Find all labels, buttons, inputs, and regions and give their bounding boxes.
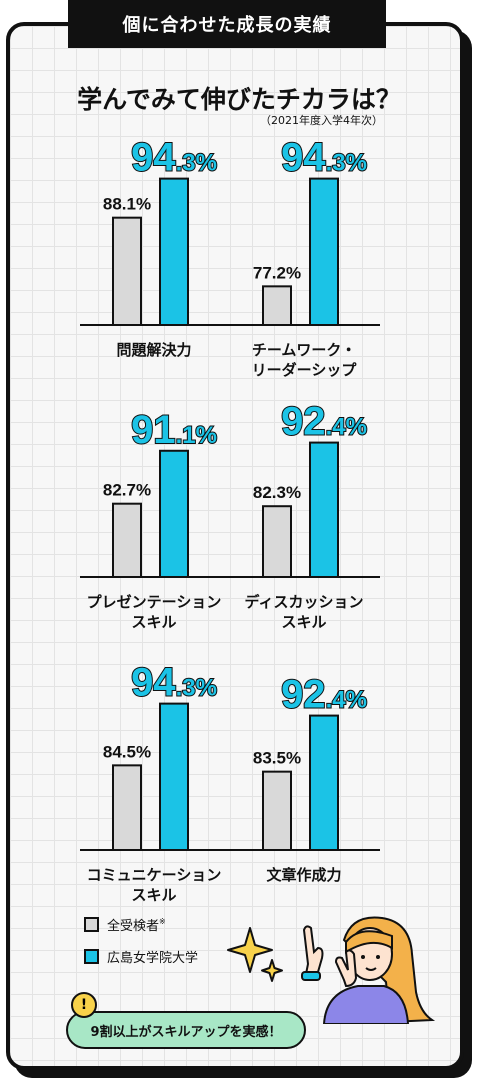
- category-label-1: チームワーク・: [252, 341, 356, 359]
- data-label-hju-2: 91.1%: [131, 408, 217, 452]
- student-illustration-icon: [301, 916, 436, 1024]
- data-label-hju-dec: .3%: [326, 150, 367, 177]
- legend-swatch-hju: [84, 949, 99, 964]
- data-label-hju-dec: .1%: [176, 422, 217, 449]
- data-label-hju-int: 92: [281, 400, 326, 444]
- chart-title: 学んでみて伸びたチカラは？: [77, 85, 401, 114]
- data-label-hju-1: 94.3%: [281, 136, 367, 180]
- bar-hju-3: [309, 441, 339, 578]
- data-label-hju-5: 92.4%: [281, 673, 367, 717]
- category-label-2: プレゼンテーション: [87, 593, 222, 611]
- data-label-hju-int: 91: [131, 408, 176, 452]
- bar-all-0: [112, 216, 142, 326]
- data-label-hju-3: 92.4%: [281, 400, 367, 444]
- bar-all-1: [262, 285, 292, 326]
- bar-all-3: [262, 505, 292, 578]
- category-label-3: ディスカッション: [245, 593, 364, 611]
- category-label-3: スキル: [281, 613, 326, 631]
- data-label-hju-0: 94.3%: [131, 136, 217, 180]
- legend-swatch-all: [84, 917, 99, 932]
- data-label-all-5: 83.5%: [253, 749, 301, 768]
- legend-label-hju: 広島女学院大学: [107, 951, 199, 966]
- chart-subtitle: （2021年度入学4年次）: [260, 114, 383, 127]
- chart-card: [6, 22, 464, 1070]
- data-label-hju-int: 94: [281, 136, 326, 180]
- legend-label-all: 全受検者: [107, 919, 160, 934]
- bar-all-4: [112, 764, 142, 851]
- data-label-all-0: 88.1%: [103, 195, 151, 214]
- data-label-all-3: 82.3%: [253, 483, 301, 502]
- data-label-hju-int: 92: [281, 673, 326, 717]
- exclamation-icon: !: [71, 992, 97, 1018]
- legend-note-mark: ※: [159, 917, 166, 926]
- bar-all-2: [112, 502, 142, 578]
- bar-hju-4: [159, 702, 189, 851]
- category-label-0: 問題解決力: [116, 341, 191, 359]
- data-label-all-2: 82.7%: [103, 481, 151, 500]
- bar-all-5: [262, 770, 292, 852]
- category-label-4: コミュニケーション: [87, 866, 222, 884]
- category-label-1: リーダーシップ: [252, 361, 358, 379]
- data-label-hju-dec: .4%: [326, 414, 367, 441]
- data-label-all-1: 77.2%: [253, 263, 301, 282]
- callout-bubble: 9割以上がスキルアップを実感！: [66, 1011, 306, 1049]
- data-label-hju-int: 94: [131, 661, 176, 705]
- data-label-hju-int: 94: [131, 136, 176, 180]
- data-label-all-4: 84.5%: [103, 742, 151, 761]
- category-label-2: スキル: [131, 613, 176, 631]
- data-label-hju-dec: .3%: [176, 150, 217, 177]
- category-label-4: スキル: [131, 886, 176, 904]
- category-label-5: 文章作成力: [266, 866, 341, 884]
- section-tab: 個に合わせた成長の実績: [68, 0, 386, 48]
- sparkle-icon: [227, 927, 283, 982]
- data-label-hju-dec: .4%: [326, 687, 367, 714]
- bar-hju-0: [159, 177, 189, 326]
- legend-item-all: 全受検者 ※: [84, 915, 166, 934]
- bar-hju-5: [309, 714, 339, 852]
- data-label-hju-4: 94.3%: [131, 661, 217, 705]
- bar-hju-2: [159, 449, 189, 578]
- data-label-hju-dec: .3%: [176, 675, 217, 702]
- legend-item-hju: 広島女学院大学: [84, 947, 198, 966]
- bar-hju-1: [309, 177, 339, 326]
